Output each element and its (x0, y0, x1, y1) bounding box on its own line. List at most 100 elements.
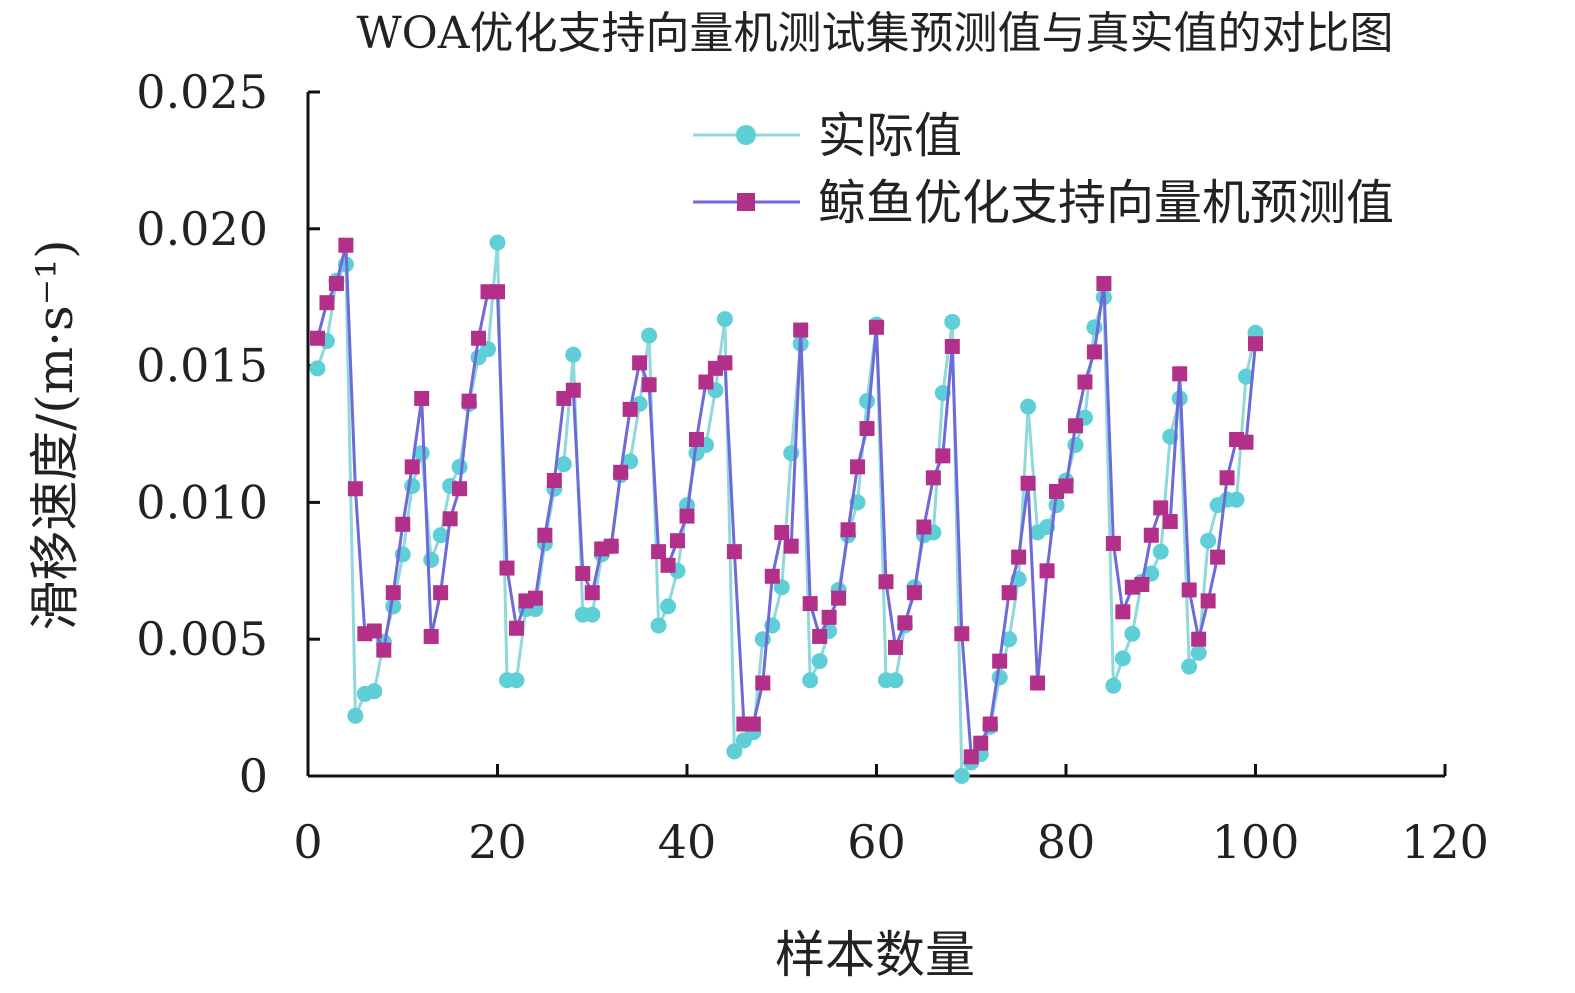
y-tick-label: 0.015 (136, 339, 268, 393)
x-tick-label: 100 (1212, 815, 1300, 869)
data-point (641, 327, 658, 344)
data-point (404, 459, 420, 475)
data-point (432, 527, 449, 544)
data-point (944, 338, 960, 354)
data-point (859, 393, 876, 410)
data-point (897, 615, 913, 631)
data-point (338, 237, 354, 253)
data-point (745, 716, 761, 732)
data-point (802, 672, 819, 689)
data-point (982, 716, 998, 732)
data-point (726, 544, 742, 560)
data-point (1190, 644, 1207, 661)
y-tick-label: 0.020 (136, 202, 268, 256)
data-point (944, 313, 961, 330)
legend-marker-actual (736, 125, 756, 145)
series-line (316, 241, 1257, 778)
data-point (1067, 436, 1084, 453)
data-point (755, 675, 771, 691)
data-point (651, 544, 667, 560)
data-point (1238, 434, 1254, 450)
y-tick-label: 0.025 (136, 65, 268, 119)
data-point (887, 672, 904, 689)
data-point (726, 743, 743, 760)
data-point (650, 617, 667, 634)
data-point (878, 574, 894, 590)
data-point (546, 473, 562, 489)
data-point (1172, 366, 1188, 382)
data-point (565, 382, 581, 398)
data-point (812, 628, 828, 644)
legend-marker-predicted (737, 193, 755, 211)
y-tick-label: 0.010 (136, 475, 268, 529)
data-point (991, 669, 1008, 686)
data-point (1162, 514, 1178, 530)
data-point (1096, 276, 1112, 292)
data-point (451, 458, 468, 475)
x-tick-label: 0 (293, 815, 322, 869)
data-point (1020, 398, 1037, 415)
data-point (537, 527, 553, 543)
legend: 实际值 鲸鱼优化支持向量机预测值 (693, 108, 1394, 231)
x-axis-label: 样本数量 (775, 926, 975, 984)
data-point (1200, 593, 1216, 609)
series-predicted (309, 237, 1263, 765)
data-point (452, 481, 468, 497)
data-point (328, 276, 344, 292)
x-tick-label: 60 (847, 815, 906, 869)
legend-label-actual: 实际值 (818, 108, 962, 164)
data-point (1001, 631, 1018, 648)
data-point (603, 538, 619, 554)
data-point (565, 346, 582, 363)
data-point (1086, 344, 1102, 360)
data-point (1048, 497, 1065, 514)
data-point (1030, 675, 1046, 691)
y-tick-label: 0 (239, 749, 268, 803)
data-point (774, 524, 790, 540)
data-point (992, 653, 1008, 669)
data-point (1181, 658, 1198, 675)
x-tick-label: 80 (1037, 815, 1096, 869)
data-point (555, 456, 572, 473)
data-point (688, 431, 704, 447)
data-point (887, 639, 903, 655)
data-point (622, 401, 638, 417)
data-point (433, 585, 449, 601)
data-point (1153, 500, 1169, 516)
data-point (385, 585, 401, 601)
data-point (423, 628, 439, 644)
data-point (1067, 418, 1083, 434)
data-point (366, 623, 382, 639)
data-point (973, 735, 989, 751)
plot-area (309, 234, 1264, 784)
data-point (717, 355, 733, 371)
data-point (319, 295, 335, 311)
data-point (698, 374, 714, 390)
data-point (1039, 563, 1055, 579)
data-point (1105, 535, 1121, 551)
data-point (508, 620, 524, 636)
data-point (471, 330, 487, 346)
data-point (1134, 576, 1150, 592)
x-ticks: 0 20 40 60 80 100 120 (293, 764, 1489, 869)
data-point (1001, 585, 1017, 601)
legend-item-actual: 实际值 (693, 108, 962, 164)
data-point (376, 642, 392, 658)
data-point (414, 390, 430, 406)
data-point (793, 322, 809, 338)
data-point (906, 585, 922, 601)
data-point (584, 606, 601, 623)
data-point (1143, 527, 1159, 543)
data-point (1124, 625, 1141, 642)
data-point (499, 560, 515, 576)
data-point (366, 683, 383, 700)
data-point (716, 311, 733, 328)
data-point (764, 568, 780, 584)
data-point (1114, 650, 1131, 667)
data-point (461, 393, 477, 409)
data-point (916, 519, 932, 535)
data-point (954, 626, 970, 642)
data-point (1115, 604, 1131, 620)
data-point (1077, 374, 1093, 390)
data-point (831, 590, 847, 606)
